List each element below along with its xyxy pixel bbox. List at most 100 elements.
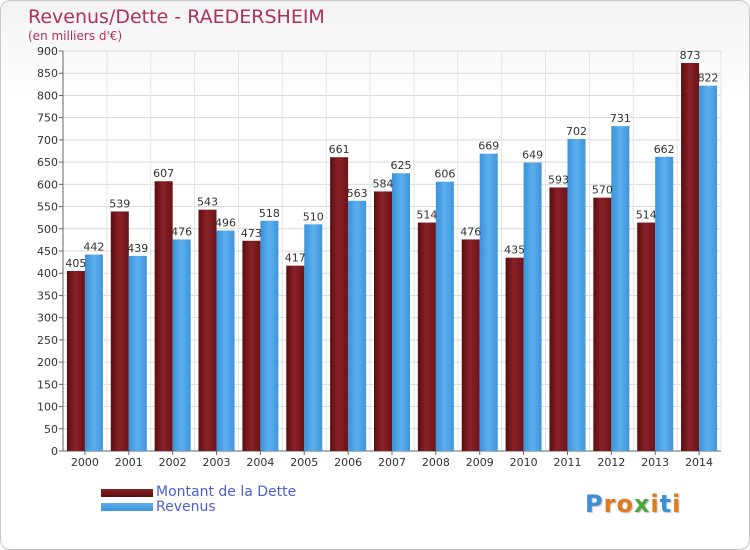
bar-revenus [172, 239, 191, 451]
bar-revenus [260, 220, 279, 451]
logo-letter: x [633, 490, 651, 518]
x-tick-label: 2007 [378, 456, 406, 469]
bar-revenus [567, 139, 586, 451]
bar-dette [198, 209, 217, 451]
bar-revenus [84, 254, 103, 451]
value-label-revenus: 563 [347, 187, 368, 200]
x-tick-label: 2005 [290, 456, 318, 469]
value-label-revenus: 439 [127, 242, 148, 255]
value-label-revenus: 822 [698, 72, 719, 85]
y-tick-label: 900 [37, 45, 58, 58]
bar-dette [549, 187, 568, 451]
bar-revenus [128, 255, 147, 451]
value-label-dette: 584 [373, 177, 394, 190]
y-tick-label: 600 [37, 178, 58, 191]
x-tick-label: 2009 [466, 456, 494, 469]
x-tick-label: 2008 [422, 456, 450, 469]
proxiti-logo: Proxiti [585, 490, 681, 518]
y-tick-label: 100 [37, 401, 58, 414]
x-tick-label: 2012 [597, 456, 625, 469]
bar-dette [154, 181, 173, 451]
chart-subtitle: (en milliers d'€) [28, 29, 123, 43]
x-tick-label: 2010 [510, 456, 538, 469]
legend-swatch-revenus [101, 503, 153, 511]
value-label-revenus: 625 [391, 159, 412, 172]
value-label-dette: 405 [65, 257, 86, 270]
x-tick-label: 2003 [203, 456, 231, 469]
x-tick-label: 2011 [553, 456, 581, 469]
bar-dette [330, 157, 349, 451]
bar-dette [110, 211, 129, 451]
value-label-revenus: 496 [215, 217, 236, 230]
value-label-revenus: 510 [303, 210, 324, 223]
bar-revenus [479, 153, 498, 451]
value-label-dette: 661 [329, 143, 350, 156]
bar-dette [242, 240, 261, 451]
value-label-dette: 873 [680, 49, 701, 62]
logo-letter: o [616, 490, 634, 518]
logo-letter: i [650, 490, 660, 518]
bar-dette [66, 271, 85, 451]
y-tick-label: 700 [37, 134, 58, 147]
value-label-revenus: 662 [654, 143, 675, 156]
y-tick-label: 500 [37, 223, 58, 236]
bar-dette [461, 239, 480, 451]
y-tick-label: 250 [37, 334, 58, 347]
bar-dette [374, 191, 392, 451]
x-tick-label: 2002 [159, 456, 187, 469]
bar-dette [637, 222, 656, 451]
x-tick-label: 2006 [334, 456, 362, 469]
value-label-revenus: 518 [259, 207, 280, 220]
value-label-dette: 435 [504, 244, 525, 257]
bar-revenus [611, 126, 630, 451]
x-tick-label: 2001 [115, 456, 143, 469]
bar-revenus [304, 224, 323, 451]
bar-revenus [392, 173, 410, 451]
y-tick-label: 350 [37, 289, 58, 302]
value-label-dette: 539 [109, 197, 130, 210]
bar-revenus [216, 230, 235, 451]
value-label-revenus: 606 [434, 168, 455, 181]
logo-letter: t [659, 490, 673, 518]
y-tick-label: 400 [37, 267, 58, 280]
bar-revenus [435, 181, 454, 451]
bar-dette [417, 222, 436, 451]
x-tick-label: 2013 [641, 456, 669, 469]
bar-dette [505, 257, 524, 451]
value-label-revenus: 731 [610, 112, 631, 125]
labels: 405 442 2000 539 439 2001 607 476 2002 543 496 2003… [65, 49, 718, 469]
y-tick-label: 650 [37, 156, 58, 169]
y-tick-label: 750 [37, 112, 58, 125]
x-tick-label: 2014 [685, 456, 713, 469]
x-tick-label: 2004 [246, 456, 274, 469]
value-label-dette: 417 [285, 252, 306, 265]
logo-letter: P [585, 490, 604, 518]
bar-revenus [699, 85, 718, 452]
y-tick-label: 0 [51, 445, 58, 458]
y-tick-label: 300 [37, 312, 58, 325]
bar-revenus [523, 162, 542, 452]
y-tick-label: 150 [37, 378, 58, 391]
x-tick-label: 2000 [71, 456, 99, 469]
legend-label-dette: Montant de la Dette [156, 484, 297, 500]
value-label-revenus: 649 [522, 149, 543, 162]
bars [66, 63, 718, 452]
y-tick-label: 450 [37, 245, 58, 258]
value-label-dette: 476 [460, 225, 481, 238]
chart-title: Revenus/Dette - RAEDERSHEIM [28, 6, 325, 28]
bar-revenus [655, 156, 674, 451]
y-tick-label: 50 [44, 423, 58, 436]
value-label-revenus: 669 [478, 140, 499, 153]
logo-letter: i [672, 490, 682, 518]
legend-swatch-dette [101, 489, 153, 497]
value-label-dette: 514 [636, 209, 657, 222]
value-label-revenus: 476 [171, 225, 192, 238]
value-label-revenus: 702 [566, 125, 587, 138]
value-label-dette: 607 [153, 167, 174, 180]
y-tick-label: 800 [37, 89, 58, 102]
value-label-dette: 593 [548, 173, 569, 186]
y-tick-label: 200 [37, 356, 58, 369]
value-label-dette: 570 [592, 184, 613, 197]
